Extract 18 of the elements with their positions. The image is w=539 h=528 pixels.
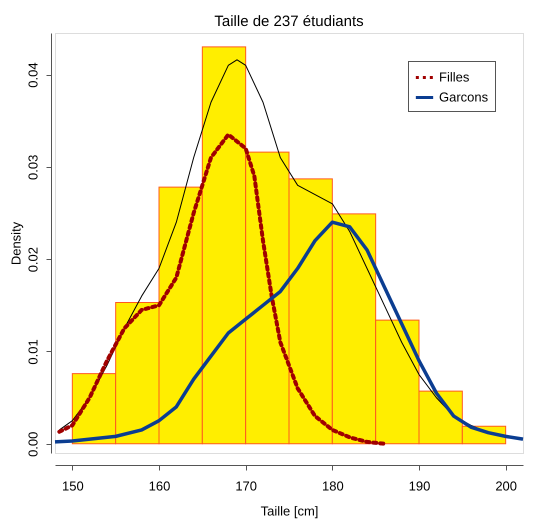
y-axis-title: Density — [8, 221, 24, 266]
x-tick-label: 200 — [495, 478, 518, 494]
y-tick-label: 0.03 — [26, 154, 40, 180]
y-tick-label: 0.04 — [26, 62, 40, 88]
y-tick-label: 0.01 — [26, 339, 40, 365]
x-axis-title: Taille [cm] — [260, 504, 318, 518]
x-tick-label: 170 — [235, 478, 258, 494]
line-series — [57, 132, 386, 446]
y-tick-label: 0.00 — [26, 432, 40, 457]
legend-label: Garcons — [439, 90, 489, 104]
x-tick-label: 190 — [408, 478, 430, 494]
line-series — [53, 220, 525, 444]
x-tick-label: 150 — [62, 478, 84, 494]
chart-title: Taille de 237 étudiants — [214, 13, 364, 30]
x-tick-label: 160 — [148, 478, 170, 494]
x-tick-label: 180 — [322, 478, 344, 494]
legend-label: Filles — [439, 70, 470, 84]
y-tick-label: 0.02 — [26, 247, 40, 272]
